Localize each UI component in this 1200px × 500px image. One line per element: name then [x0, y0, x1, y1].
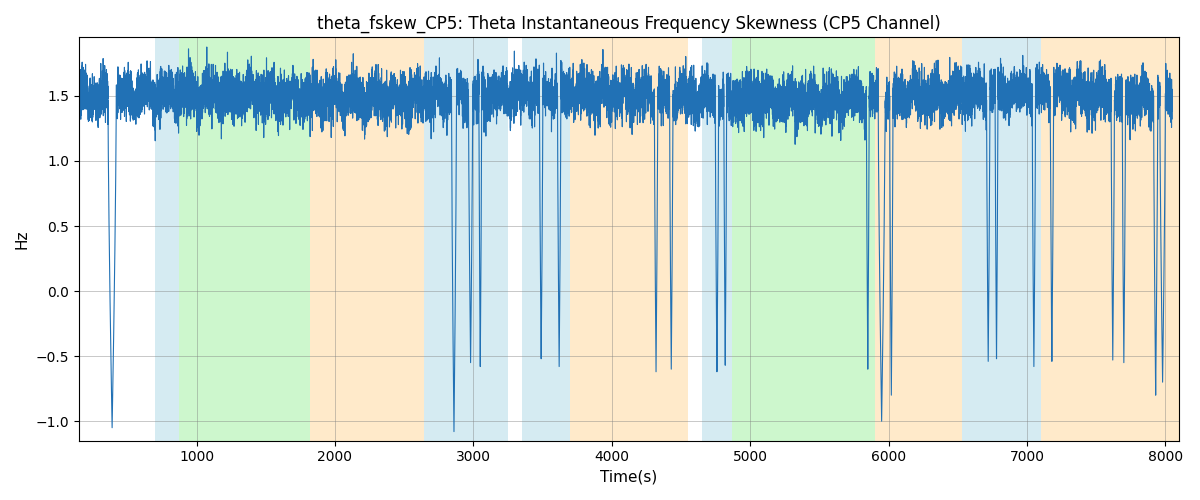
- Bar: [424, 38, 508, 440]
- Bar: [310, 38, 424, 440]
- Bar: [155, 38, 179, 440]
- Bar: [732, 38, 875, 440]
- Y-axis label: Hz: Hz: [14, 230, 30, 249]
- Bar: [702, 38, 732, 440]
- Bar: [179, 38, 310, 440]
- Bar: [522, 38, 570, 440]
- Bar: [962, 38, 1040, 440]
- Bar: [875, 38, 962, 440]
- Bar: [1040, 38, 1180, 440]
- X-axis label: Time(s): Time(s): [600, 470, 658, 485]
- Title: theta_fskew_CP5: Theta Instantaneous Frequency Skewness (CP5 Channel): theta_fskew_CP5: Theta Instantaneous Fre…: [317, 15, 941, 34]
- Bar: [570, 38, 688, 440]
